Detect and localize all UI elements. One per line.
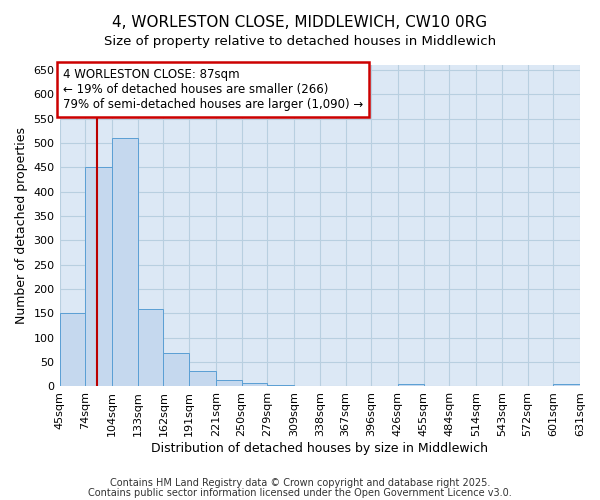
Text: 4, WORLESTON CLOSE, MIDDLEWICH, CW10 0RG: 4, WORLESTON CLOSE, MIDDLEWICH, CW10 0RG <box>112 15 488 30</box>
Bar <box>59 314 85 386</box>
X-axis label: Distribution of detached houses by size in Middlewich: Distribution of detached houses by size … <box>151 442 488 455</box>
Y-axis label: Number of detached properties: Number of detached properties <box>15 127 28 324</box>
Bar <box>398 384 424 386</box>
Text: Size of property relative to detached houses in Middlewich: Size of property relative to detached ho… <box>104 35 496 48</box>
Text: Contains public sector information licensed under the Open Government Licence v3: Contains public sector information licen… <box>88 488 512 498</box>
Bar <box>189 371 216 386</box>
Bar <box>216 380 242 386</box>
Bar <box>163 354 189 386</box>
Bar <box>85 168 112 386</box>
Text: Contains HM Land Registry data © Crown copyright and database right 2025.: Contains HM Land Registry data © Crown c… <box>110 478 490 488</box>
Bar <box>242 382 268 386</box>
Bar <box>268 384 294 386</box>
Bar <box>137 308 163 386</box>
Bar <box>112 138 137 386</box>
Bar <box>553 384 580 386</box>
Text: 4 WORLESTON CLOSE: 87sqm
← 19% of detached houses are smaller (266)
79% of semi-: 4 WORLESTON CLOSE: 87sqm ← 19% of detach… <box>63 68 364 111</box>
